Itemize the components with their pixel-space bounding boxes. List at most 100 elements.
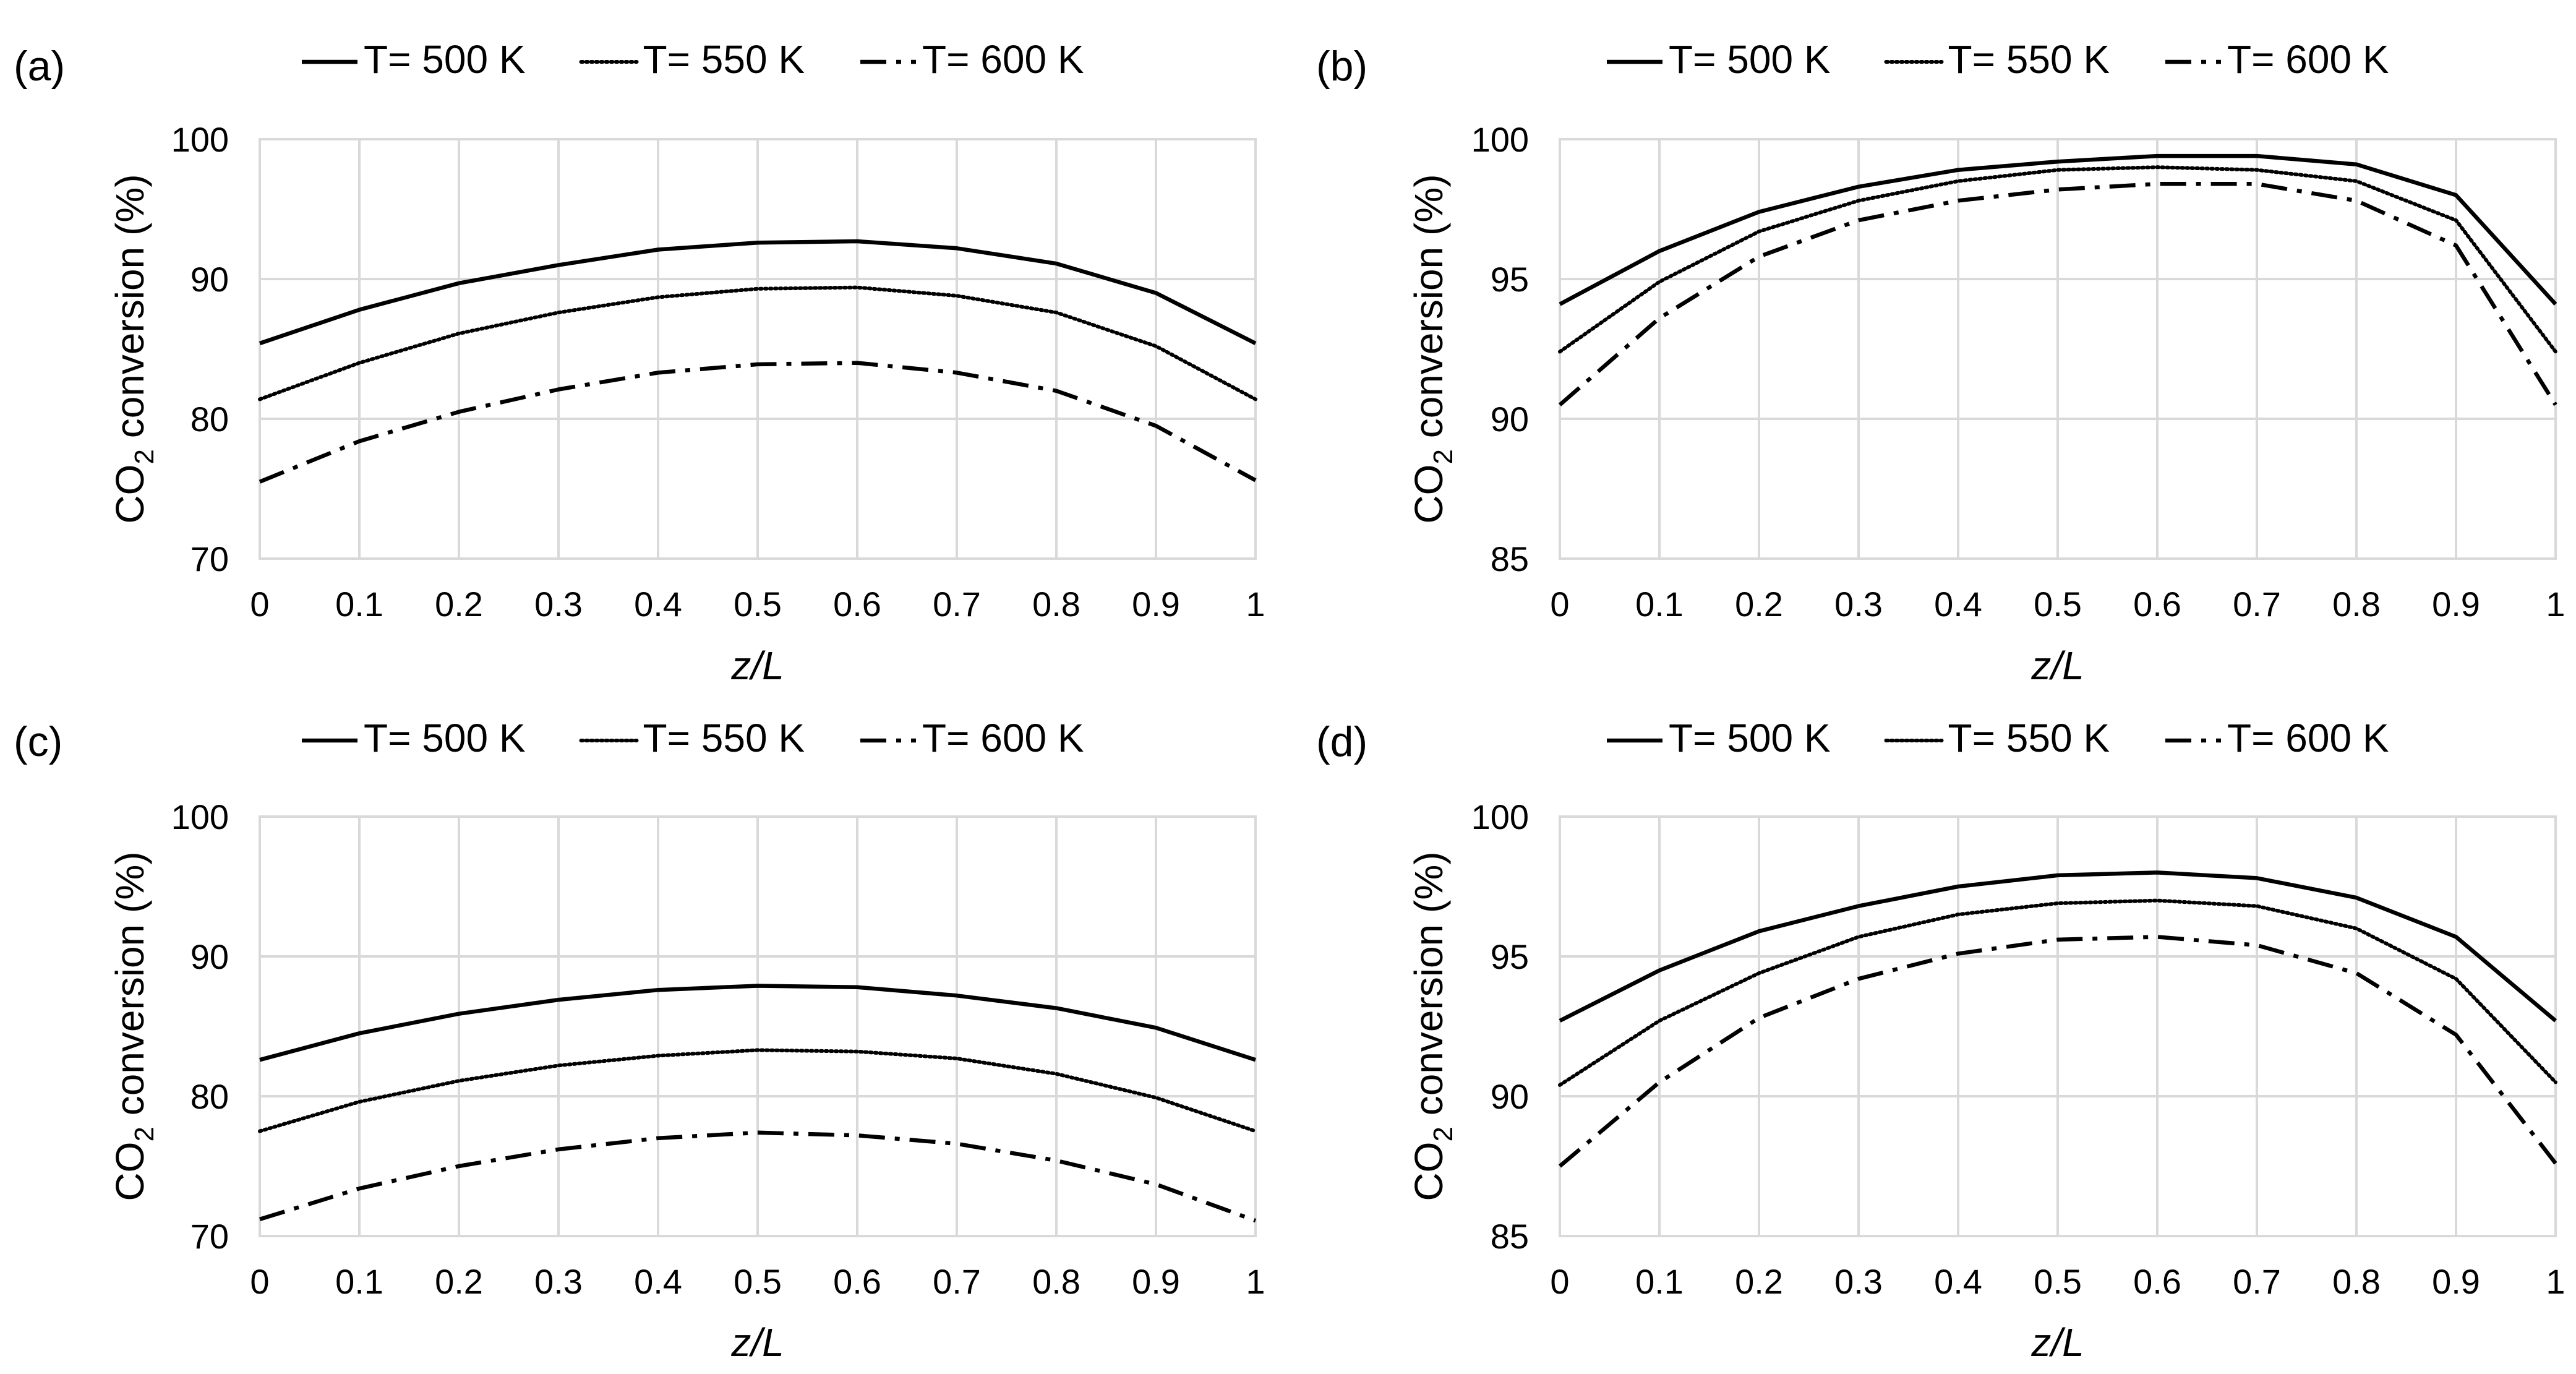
x-tick-label: 0 [1550,1262,1569,1301]
y-tick-label: 70 [190,539,229,578]
x-tick-label: 0.5 [2034,1262,2082,1301]
y-axis-label: CO2 conversion (%) [1406,851,1458,1201]
x-tick-label: 0.8 [1032,1262,1080,1301]
x-tick-label: 0.7 [933,585,981,624]
y-axis-label-main: CO [1406,1142,1451,1201]
x-tick-label: 0.5 [2034,585,2082,624]
y-tick-label: 85 [1491,1217,1529,1256]
series-line [259,239,1257,346]
series-line [259,361,1257,484]
y-tick-label: 100 [1471,120,1529,159]
x-tick-label: 0.3 [534,1262,583,1301]
plot-area-frame [1559,815,2557,1237]
x-tick-label: 0.7 [2233,1262,2281,1301]
x-tick-label: 0.6 [833,585,881,624]
y-tick-label: 100 [171,120,229,159]
series-line [1558,182,2557,406]
x-tick-label: 1 [1246,585,1265,624]
x-tick-label: 0.8 [2332,1262,2381,1301]
x-tick-label: 0.3 [1834,1262,1883,1301]
y-axis-label-main: CO [1406,465,1451,524]
series-line [258,285,1257,401]
x-tick-label: 0.9 [1132,1262,1180,1301]
panel-label: (c) [14,718,62,765]
y-tick-label: 80 [190,400,229,439]
x-tick-label: 0.2 [1735,585,1783,624]
x-tick-label: 0.6 [2133,585,2181,624]
y-axis-label-main: CO [108,1142,152,1201]
chart-panel: (c) 70 80 90 100 0 0.1 0.2 0.3 0.4 0.5 0.6 0.7 0.8 0.9… [14,716,1265,1365]
x-tick-label: 0.4 [634,1262,682,1301]
x-tick-label: 0.5 [734,1262,782,1301]
x-tick-label: 0.4 [634,585,682,624]
panel-label: (a) [14,43,65,90]
y-tick-label: 80 [190,1077,229,1116]
series-line [1559,153,2557,306]
x-tick-label: 0 [250,585,269,624]
x-tick-label: 0.3 [534,585,583,624]
x-tick-label: 0.1 [335,1262,383,1301]
x-tick-label: 0.9 [2432,585,2480,624]
chart-panel: (d) 85 90 95 100 0 0.1 0.2 0.3 0.4 0.5 0.6 0.7 0.8 0.9… [1316,716,2565,1365]
legend-label: T= 600 K [922,37,1084,82]
y-axis-label-rest: conversion (%) [108,851,152,1127]
y-axis-label: CO2 conversion (%) [1406,174,1458,523]
series-line [1558,165,2557,354]
x-tick-label: 0.3 [1834,585,1883,624]
y-axis-label-rest: conversion (%) [108,174,152,449]
panel-label: (d) [1316,718,1367,765]
x-tick-label: 0.6 [833,1262,881,1301]
legend-label: T= 550 K [1948,716,2110,760]
legend-label: T= 500 K [364,37,526,82]
legend-label: T= 550 K [643,716,805,760]
y-tick-label: 90 [1491,1077,1529,1116]
x-tick-label: 0.8 [2332,585,2381,624]
plot-area-frame [259,138,1257,560]
x-tick-label: 0.8 [1032,585,1080,624]
y-tick-label: 85 [1491,539,1529,578]
y-tick-label: 90 [190,260,229,299]
plot-area-frame [259,815,1257,1237]
y-axis-label-main: CO [108,465,152,524]
y-tick-label: 95 [1491,260,1529,299]
x-tick-label: 0.1 [1635,585,1684,624]
x-tick-label: 0.2 [435,1262,483,1301]
legend-label: T= 550 K [643,37,805,82]
series-line [1559,870,2557,1023]
series-line [1558,898,2557,1087]
y-tick-label: 70 [190,1217,229,1256]
y-axis-label-subscript: 2 [1428,449,1458,464]
series-line [259,984,1256,1062]
x-tick-label: 0.9 [2432,1262,2480,1301]
legend-label: T= 600 K [2227,716,2389,760]
series-line [259,1130,1257,1223]
x-tick-label: 0.2 [1735,1262,1783,1301]
x-axis-label: z/L [730,1320,784,1365]
y-tick-label: 100 [171,797,229,836]
y-tick-label: 90 [190,937,229,976]
panel-label: (b) [1316,43,1367,90]
x-tick-label: 1 [2546,1262,2565,1301]
x-tick-label: 0.4 [1934,1262,1982,1301]
x-axis-label: z/L [2030,1320,2084,1365]
x-tick-label: 0.7 [2233,585,2281,624]
x-tick-label: 0.5 [734,585,782,624]
legend-label: T= 600 K [2227,37,2389,82]
x-tick-label: 0.4 [1934,585,1982,624]
y-axis-label-subscript: 2 [129,449,160,464]
x-tick-label: 0 [250,1262,269,1301]
x-tick-label: 0.7 [933,1262,981,1301]
x-tick-label: 0.2 [435,585,483,624]
x-tick-label: 0.6 [2133,1262,2181,1301]
y-tick-label: 95 [1491,937,1529,976]
x-tick-label: 0.9 [1132,585,1180,624]
x-tick-label: 1 [1246,1262,1265,1301]
y-axis-label-subscript: 2 [1428,1127,1458,1141]
series-line [258,1048,1257,1133]
y-axis-label-rest: conversion (%) [1406,174,1451,449]
x-tick-label: 0 [1550,585,1569,624]
legend-label: T= 600 K [922,716,1084,760]
legend-label: T= 500 K [364,716,526,760]
legend-label: T= 500 K [1669,716,1831,760]
